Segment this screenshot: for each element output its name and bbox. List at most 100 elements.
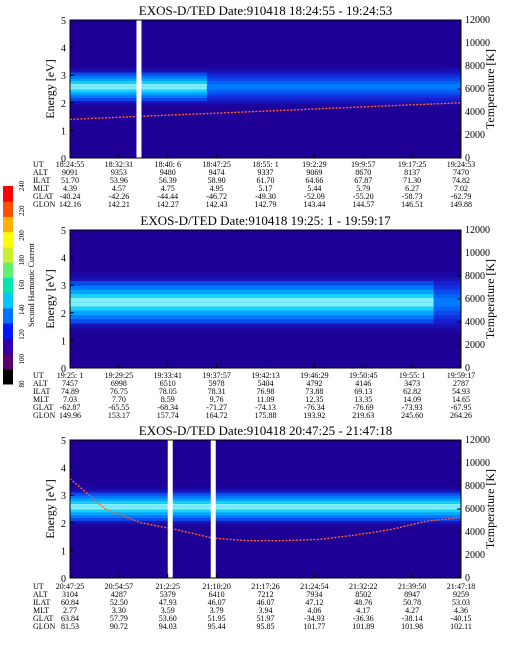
y-tick-label: 0 <box>61 154 66 165</box>
ephemeris-value: -40.15 <box>451 614 472 623</box>
ephemeris-value: 78.05 <box>159 387 177 396</box>
ephemeris-value: 5.79 <box>356 184 370 193</box>
y2-tick-label: 6000 <box>465 504 485 515</box>
ephemeris-value: 8670 <box>355 168 371 177</box>
ephemeris-value: 4287 <box>111 590 127 599</box>
panel-title: EXOS-D/TED Date:910418 18:24:55 - 19:24:… <box>139 3 392 18</box>
ephemeris-value: 21:10:20 <box>202 582 230 591</box>
y2-tick-label: 8000 <box>465 481 485 492</box>
ephemeris-value: -40.24 <box>60 192 81 201</box>
y-tick-label: 1 <box>61 126 66 137</box>
y2-tick-label: 12000 <box>465 225 490 236</box>
ephemeris-value: 50.78 <box>403 598 421 607</box>
ephemeris-value: 21:32:22 <box>349 582 377 591</box>
ephemeris-value: -76.69 <box>353 403 374 412</box>
panel-orbit-3: EXOS-D/TED Date:910418 20:47:25 - 21:47:… <box>33 423 497 631</box>
ephemeris-row-label: GLON <box>33 411 55 420</box>
band-row <box>70 276 461 281</box>
band-peak-row <box>70 293 434 299</box>
colorbar-segment <box>3 246 13 263</box>
y-tick-label: 0 <box>61 574 66 585</box>
ephemeris-value: 78.31 <box>208 387 226 396</box>
colorbar-tick-label: 100 <box>18 354 26 365</box>
ephemeris-value: 58.90 <box>208 176 226 185</box>
ephemeris-value: 14.09 <box>403 395 421 404</box>
colorbar-segment <box>3 338 13 355</box>
ephemeris-value: 3.30 <box>112 606 126 615</box>
colorbar-segment <box>3 307 13 324</box>
ephemeris-value: 12.35 <box>305 395 323 404</box>
ephemeris-value: 9353 <box>111 168 127 177</box>
ephemeris-value: 21:2:25 <box>156 582 180 591</box>
y-tick-label: 3 <box>61 491 66 502</box>
ephemeris-value: 51.70 <box>61 176 79 185</box>
ephemeris-row-label: GLAT <box>33 403 54 412</box>
ephemeris-value: 4792 <box>306 379 322 388</box>
ephemeris-row-label: MLT <box>33 184 49 193</box>
ephemeris-value: 7.02 <box>454 184 468 193</box>
ephemeris-value: 149.96 <box>59 411 81 420</box>
ephemeris-value: 63.84 <box>61 614 79 623</box>
y2-tick-label: 6000 <box>465 294 485 305</box>
colorbar-segment <box>3 277 13 294</box>
ephemeris-value: 19:25: 1 <box>57 371 83 380</box>
band-row <box>70 489 461 493</box>
ephemeris-row-label: ALT <box>33 168 48 177</box>
band-row <box>70 80 461 84</box>
ephemeris-value: 19:2:29 <box>302 160 326 169</box>
colorbar-tick-label: 160 <box>18 279 26 290</box>
band-peak-row <box>70 318 434 324</box>
ephemeris-value: 8.59 <box>161 395 175 404</box>
ephemeris-value: 18:55: 1 <box>252 160 278 169</box>
ephemeris-value: 142.79 <box>255 200 277 209</box>
ephemeris-row-label: ILAT <box>33 387 50 396</box>
ephemeris-value: 21:39:50 <box>398 582 426 591</box>
ephemeris-value: 53.96 <box>110 176 128 185</box>
y-tick-label: 3 <box>61 281 66 292</box>
y2-tick-label: 4000 <box>465 317 485 328</box>
y2-tick-label: 8000 <box>465 271 485 282</box>
ephemeris-row-label: ILAT <box>33 176 50 185</box>
ephemeris-value: 53.03 <box>452 598 470 607</box>
ephemeris-value: 18:40: 6 <box>155 160 181 169</box>
ephemeris-row-label: GLON <box>33 622 55 631</box>
band-row <box>70 100 461 104</box>
ephemeris-value: 7.70 <box>112 395 126 404</box>
y-tick-label: 2 <box>61 519 66 530</box>
ephemeris-value: 19:42:13 <box>251 371 279 380</box>
ephemeris-row-label: GLON <box>33 200 55 209</box>
ephemeris-row-label: ILAT <box>33 598 50 607</box>
band-row <box>70 69 461 73</box>
colorbar-label: Second Harmonic Current <box>27 242 36 327</box>
y-axis-label: Energy [eV] <box>43 59 57 118</box>
y-axis-label: Energy [eV] <box>43 479 57 538</box>
band-row <box>70 83 461 87</box>
colorbar-segment <box>3 231 13 248</box>
band-peak-row <box>70 511 461 516</box>
band-peak-row <box>70 500 461 504</box>
ephemeris-value: -76.34 <box>304 403 325 412</box>
colorbar-segment <box>3 368 13 385</box>
ephemeris-value: 57.79 <box>110 614 128 623</box>
ephemeris-value: 9.76 <box>210 395 224 404</box>
ephemeris-value: 19:59:17 <box>447 371 475 380</box>
colorbar-segment <box>3 216 13 233</box>
ephemeris-value: -46.72 <box>206 192 227 201</box>
ephemeris-value: 7934 <box>306 590 322 599</box>
band-row <box>70 271 461 277</box>
ephemeris-row-label: MLT <box>33 395 49 404</box>
ephemeris-value: -73.93 <box>402 403 423 412</box>
ephemeris-value: 142.21 <box>108 200 130 209</box>
y-tick-label: 5 <box>61 436 66 447</box>
ephemeris-value: -65.55 <box>109 403 130 412</box>
ephemeris-value: 64.66 <box>305 176 323 185</box>
y-tick-label: 1 <box>61 546 66 557</box>
ephemeris-value: 69.13 <box>354 387 372 396</box>
ephemeris-value: 52.50 <box>110 598 128 607</box>
ephemeris-value: 9069 <box>306 168 322 177</box>
ephemeris-value: 14.65 <box>452 395 470 404</box>
ephemeris-value: 7.03 <box>63 395 77 404</box>
band-row <box>70 66 461 70</box>
ephemeris-value: 19:50:45 <box>349 371 377 380</box>
band-peak-row <box>70 280 434 286</box>
